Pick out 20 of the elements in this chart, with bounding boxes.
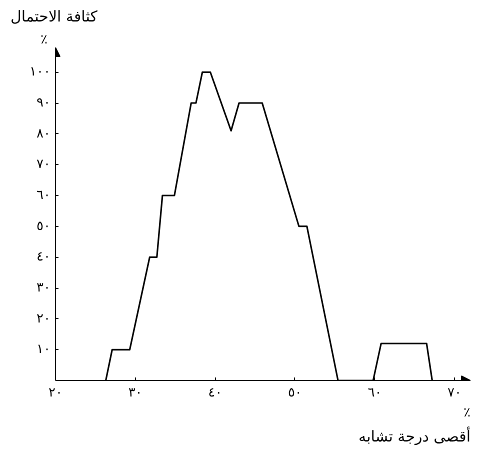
y-tick-label: ٣٠	[36, 280, 51, 296]
x-tick-label: ٧٠	[448, 386, 462, 400]
x-tick-label: ٥٠	[288, 386, 302, 400]
x-tick-label: ٣٠	[128, 386, 142, 400]
x-tick-label: ٤٠	[208, 386, 222, 400]
text: ٪	[464, 406, 471, 420]
y-tick-label: ٢٠	[36, 311, 51, 326]
x-tick-label: ٦٠	[368, 386, 382, 400]
x-axis-title: أقصى درجة تشابه	[358, 426, 471, 446]
y-tick-label: ٤٠	[36, 250, 51, 265]
y-tick-label: ٩٠	[36, 96, 51, 110]
x-tick-label: ٢٠	[48, 386, 62, 400]
y-tick-label: ٥٠	[36, 218, 51, 234]
y-axis-title: كثافة الاحتمال	[10, 8, 98, 26]
y-tick-label: ١٠٠	[30, 64, 51, 80]
text: ٪	[40, 32, 48, 48]
y-tick-label: ٨٠	[36, 126, 51, 142]
y-tick-label: ٦٠	[36, 188, 51, 203]
y-tick-label: ٧٠	[36, 157, 51, 172]
y-tick-label: ١٠	[36, 342, 51, 358]
